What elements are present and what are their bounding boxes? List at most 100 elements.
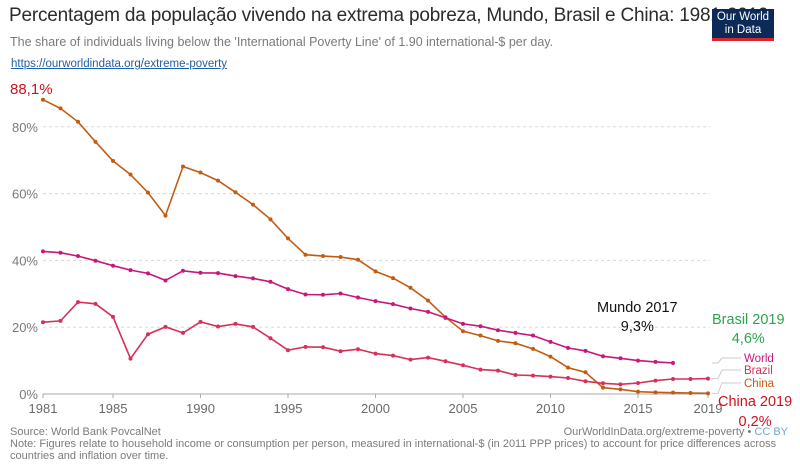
brazil-point bbox=[461, 363, 465, 368]
brazil-point bbox=[618, 382, 623, 387]
world-point bbox=[373, 299, 378, 304]
legend-label-brazil: Brazil bbox=[744, 365, 773, 377]
china-point bbox=[566, 365, 570, 370]
china-point bbox=[531, 346, 535, 351]
legend-connector bbox=[712, 357, 741, 364]
world-point bbox=[233, 274, 238, 279]
legend-connector bbox=[712, 382, 741, 394]
world-point bbox=[58, 250, 63, 255]
brazil-point bbox=[548, 374, 553, 379]
brazil-point bbox=[41, 320, 45, 325]
world-point bbox=[303, 292, 308, 297]
world-point bbox=[181, 268, 185, 273]
brazil-point bbox=[268, 336, 273, 341]
brazil-point bbox=[128, 356, 133, 361]
brazil-point bbox=[356, 347, 360, 352]
logo-line-2: in Data bbox=[724, 23, 762, 36]
world-point bbox=[636, 358, 640, 363]
world-point bbox=[601, 354, 605, 359]
china-point bbox=[163, 213, 168, 218]
china-point bbox=[198, 170, 203, 175]
brazil-point bbox=[146, 332, 150, 337]
y-tick-label: 0% bbox=[19, 387, 38, 402]
china-end-title: China 2019 bbox=[718, 394, 793, 410]
brazil-point bbox=[636, 380, 640, 385]
china-point bbox=[461, 329, 465, 334]
world-point bbox=[251, 276, 255, 281]
world-point bbox=[76, 254, 80, 259]
x-tick-label: 2005 bbox=[449, 401, 478, 416]
world-point bbox=[93, 258, 98, 263]
china-point bbox=[128, 172, 133, 177]
china-point bbox=[671, 390, 675, 395]
legend-connector bbox=[712, 369, 741, 380]
china-point bbox=[636, 389, 640, 394]
legend-label-world: World bbox=[744, 353, 774, 365]
china-point bbox=[618, 387, 623, 392]
china-point bbox=[216, 178, 220, 183]
grid-lines bbox=[43, 126, 710, 328]
world-point bbox=[653, 359, 658, 364]
source-link[interactable]: https://ourworldindata.org/extreme-pover… bbox=[11, 58, 228, 70]
credit-bullet: • bbox=[747, 426, 752, 438]
brazil-end-value: 4,6% bbox=[731, 331, 765, 347]
license-link[interactable]: CC BY bbox=[754, 426, 788, 438]
y-tick-label: 40% bbox=[12, 253, 38, 268]
world-point bbox=[128, 268, 133, 273]
china-point bbox=[496, 338, 500, 343]
brazil-point bbox=[181, 330, 185, 335]
china-point bbox=[583, 370, 588, 375]
china-point bbox=[93, 139, 98, 144]
x-tick-label: 2019 bbox=[694, 401, 723, 416]
credit-link[interactable]: OurWorldInData.org/extreme-poverty bbox=[563, 426, 745, 438]
owid-logo[interactable]: Our World in Data bbox=[712, 9, 774, 41]
y-tick-label: 60% bbox=[12, 187, 38, 202]
world-point bbox=[513, 330, 518, 335]
china-start-annotation: 88,1% bbox=[10, 81, 53, 98]
x-tick-label: 1990 bbox=[186, 401, 215, 416]
china-point bbox=[548, 354, 553, 359]
y-tick-label: 80% bbox=[12, 120, 38, 135]
world-point bbox=[548, 339, 553, 344]
legend-label-china: China bbox=[744, 378, 775, 390]
brazil-point bbox=[653, 378, 658, 383]
china-end-value: 0,2% bbox=[738, 414, 772, 430]
series-world bbox=[41, 249, 675, 365]
china-point bbox=[303, 252, 308, 257]
brazil-point bbox=[233, 321, 238, 326]
china-end-annotation: China 2019 0,2% bbox=[718, 392, 792, 432]
y-tick-label: 20% bbox=[12, 320, 38, 335]
world-point bbox=[146, 271, 150, 276]
brazil-point bbox=[198, 319, 203, 324]
china-point bbox=[76, 119, 80, 124]
world-point bbox=[286, 287, 290, 292]
brazil-point bbox=[286, 348, 290, 353]
china-point bbox=[408, 285, 413, 290]
world-point bbox=[321, 292, 325, 297]
y-axis-ticks: 0% 20% 40% 60% 80% bbox=[12, 120, 38, 402]
china-point bbox=[41, 97, 45, 102]
x-tick-label: 2015 bbox=[624, 401, 653, 416]
world-point bbox=[163, 278, 168, 283]
brazil-point bbox=[321, 345, 325, 350]
world-point bbox=[478, 324, 483, 329]
china-point bbox=[356, 257, 360, 262]
world-end-annotation: Mundo 2017 9,3% bbox=[597, 299, 678, 337]
china-point bbox=[426, 298, 430, 303]
world-point bbox=[41, 249, 45, 254]
series-china bbox=[41, 97, 710, 396]
china-point bbox=[181, 164, 185, 169]
brazil-point bbox=[443, 359, 448, 364]
world-point bbox=[583, 348, 588, 353]
world-point bbox=[408, 306, 413, 311]
china-point bbox=[653, 390, 658, 395]
footnote: Note: Figures relate to household income… bbox=[10, 438, 777, 462]
brazil-point bbox=[93, 301, 98, 306]
brazil-point bbox=[58, 318, 63, 323]
china-point bbox=[601, 385, 605, 390]
x-tick-label: 2010 bbox=[536, 401, 565, 416]
world-point bbox=[356, 295, 360, 300]
brazil-end-annotation: Brasil 2019 4,6% bbox=[712, 311, 785, 349]
china-point bbox=[338, 255, 343, 260]
brazil-point bbox=[583, 379, 588, 384]
